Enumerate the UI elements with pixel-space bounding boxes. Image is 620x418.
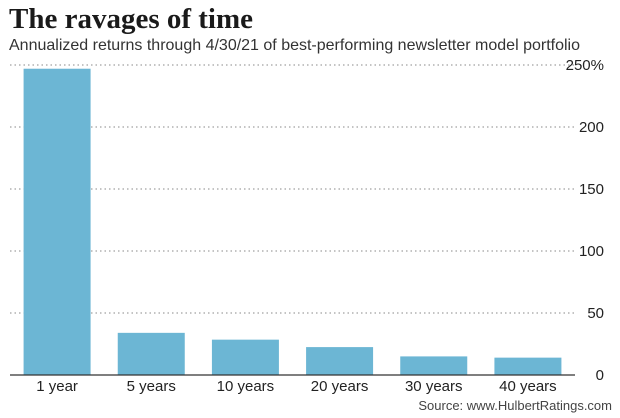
- chart-subtitle: Annualized returns through 4/30/21 of be…: [9, 37, 580, 54]
- y-tick-label: 50: [587, 305, 604, 322]
- x-tick-label: 40 years: [499, 378, 557, 395]
- chart-title: The ravages of time: [9, 3, 254, 35]
- bar-20-years: [306, 347, 374, 375]
- y-axis-tick-labels: 0 50 100 150 200 250%: [566, 57, 604, 384]
- x-tick-label: 20 years: [311, 378, 369, 395]
- x-axis-tick-labels: 1 year 5 years 10 years 20 years 30 years 40 …: [36, 378, 556, 395]
- source-note: Source: www.HulbertRatings.com: [418, 398, 612, 413]
- y-tick-label: 0: [596, 367, 604, 384]
- x-tick-label: 5 years: [127, 378, 176, 395]
- bar-5-years: [117, 332, 185, 375]
- bars: [23, 68, 562, 375]
- bar-30-years: [400, 356, 468, 375]
- y-tick-label: 100: [579, 243, 604, 260]
- bar-10-years: [211, 339, 279, 375]
- y-tick-label: 200: [579, 119, 604, 136]
- x-tick-label: 10 years: [217, 378, 275, 395]
- y-tick-label: 250%: [566, 57, 604, 74]
- bar-1-year: [23, 68, 91, 375]
- x-tick-label: 1 year: [36, 378, 78, 395]
- bar-40-years: [494, 357, 562, 375]
- y-tick-label: 150: [579, 181, 604, 198]
- gridlines: [10, 64, 575, 314]
- x-tick-label: 30 years: [405, 378, 463, 395]
